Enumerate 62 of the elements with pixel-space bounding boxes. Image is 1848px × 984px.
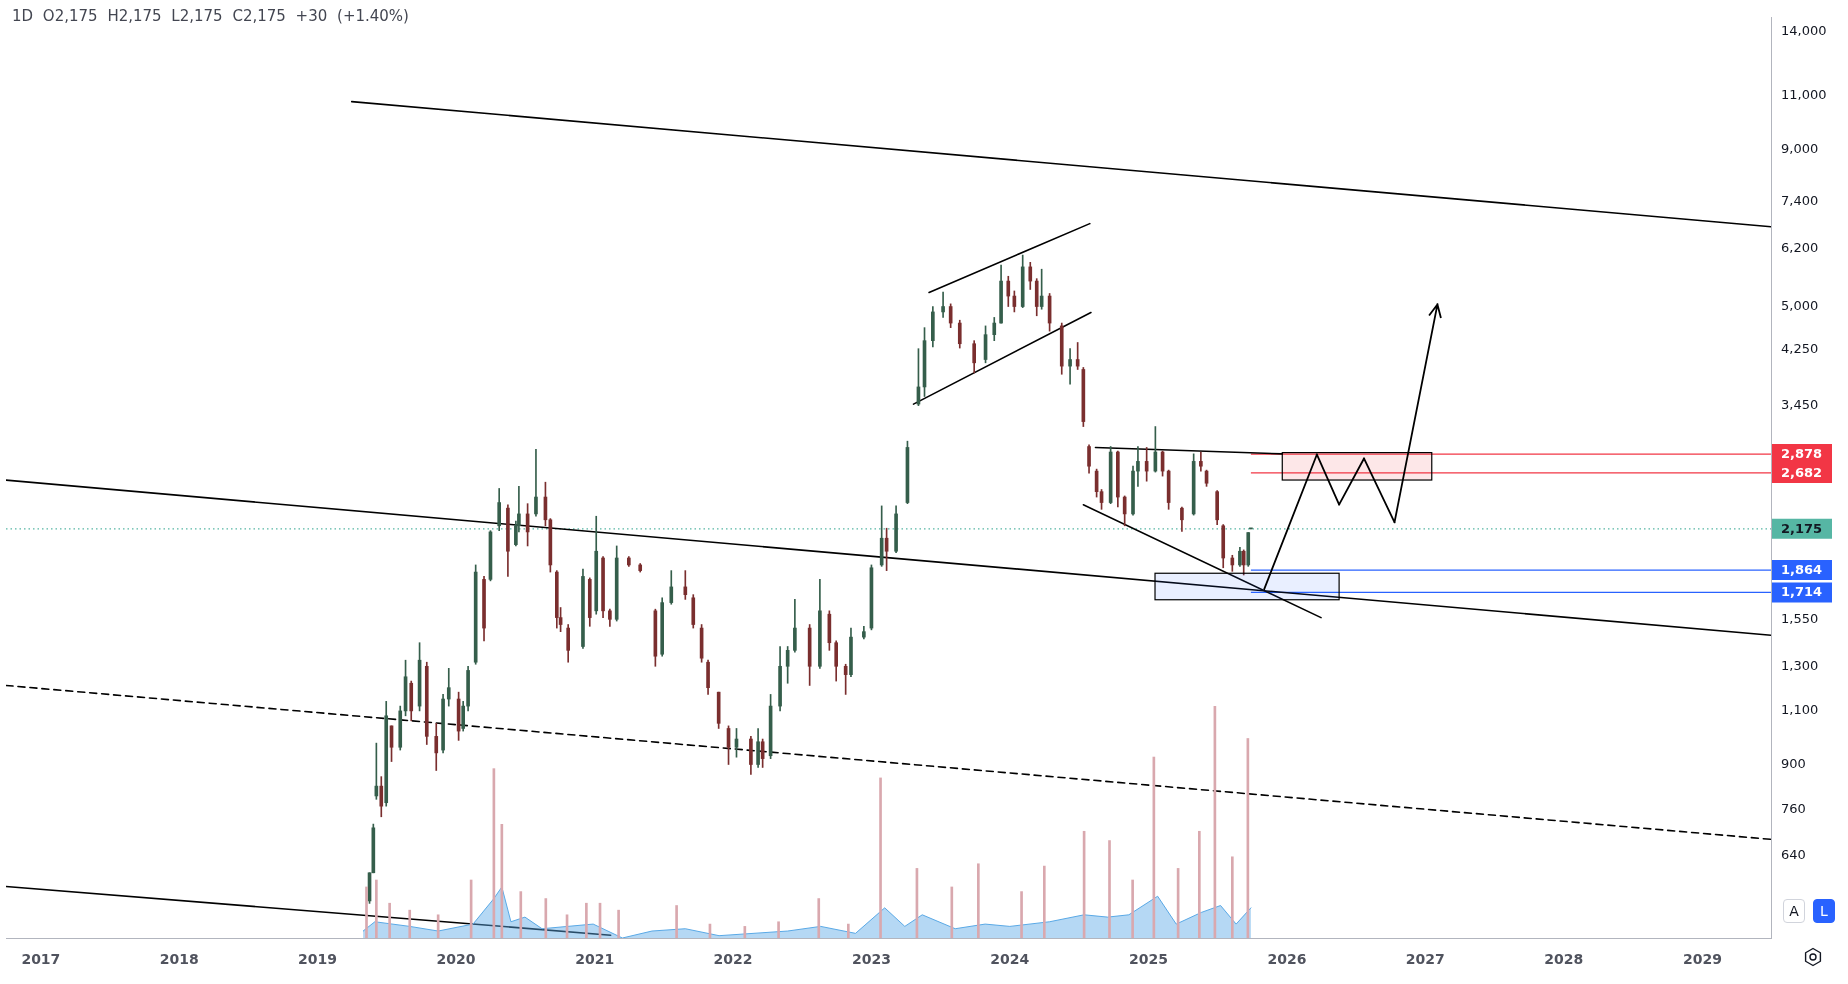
chart-title: 1D O2,175 H2,175 L2,175 C2,175 +30 (+1.40%) xyxy=(12,7,409,25)
bar xyxy=(519,891,523,938)
x-tick-label: 2020 xyxy=(436,951,476,968)
y-tick-label: 1,100 xyxy=(1781,702,1819,718)
x-tick-label: 2021 xyxy=(575,951,615,968)
y-tick-label: 1,550 xyxy=(1781,610,1819,626)
bar xyxy=(585,902,588,938)
toggle-button: L xyxy=(1813,899,1835,923)
y-tick-label: 760 xyxy=(1781,801,1806,817)
ref-line-label: 2,878 xyxy=(1781,445,1823,461)
y-tick-label: 1,300 xyxy=(1781,657,1819,673)
bar xyxy=(817,898,821,938)
candlestick xyxy=(941,291,945,318)
bar xyxy=(950,886,954,938)
x-tick-label: 2018 xyxy=(159,951,199,968)
x-tick-label: 2019 xyxy=(298,951,338,968)
y-tick-label: 11,000 xyxy=(1781,87,1827,103)
x-tick-label: 2027 xyxy=(1405,951,1445,968)
bar xyxy=(1231,856,1234,938)
bar xyxy=(408,909,412,938)
y-tick-label: 900 xyxy=(1781,755,1806,771)
x-tick-label: 2017 xyxy=(21,951,61,968)
bar xyxy=(977,863,980,938)
bar xyxy=(1020,891,1023,938)
bar xyxy=(1131,879,1134,938)
x-tick-label: 2022 xyxy=(713,951,753,968)
ref-line-label: 2,175 xyxy=(1781,520,1823,536)
y-tick-label: 3,450 xyxy=(1781,397,1819,413)
y-tick-label: 4,250 xyxy=(1781,341,1819,357)
candlestick xyxy=(683,570,688,600)
bar xyxy=(1198,830,1201,938)
y-tick-label: 14,000 xyxy=(1781,22,1827,38)
bar xyxy=(617,909,620,938)
y-tick-label: 6,200 xyxy=(1781,240,1819,256)
x-tick-label: 2025 xyxy=(1129,951,1169,968)
y-tick-label: 640 xyxy=(1781,846,1806,862)
bar xyxy=(544,898,548,938)
x-tick-label: 2026 xyxy=(1267,951,1307,968)
x-tick-label: 2028 xyxy=(1544,951,1584,968)
y-tick-label: 9,000 xyxy=(1781,140,1819,156)
bar xyxy=(675,905,678,938)
ref-line-label: 1,864 xyxy=(1781,561,1823,577)
candlestick xyxy=(534,448,538,517)
bar xyxy=(375,879,378,938)
bar xyxy=(879,777,882,938)
bar xyxy=(388,902,391,938)
bar xyxy=(1108,840,1111,938)
bar xyxy=(365,886,368,938)
y-tick-label: 7,400 xyxy=(1781,193,1819,209)
ref-line-label: 1,714 xyxy=(1781,584,1823,600)
bar xyxy=(846,923,850,938)
y-tick-label: 5,000 xyxy=(1781,297,1819,313)
bar xyxy=(743,926,747,938)
bar xyxy=(777,921,780,938)
x-tick-label: 2024 xyxy=(990,951,1030,968)
bar xyxy=(1042,865,1046,938)
x-tick-label: 2023 xyxy=(851,951,891,968)
x-tick-label: 2029 xyxy=(1682,951,1722,968)
candlestick xyxy=(1136,446,1140,487)
toggle-button: A xyxy=(1783,899,1805,923)
candlestick xyxy=(1068,348,1072,385)
ref-line-label: 2,682 xyxy=(1781,464,1823,480)
